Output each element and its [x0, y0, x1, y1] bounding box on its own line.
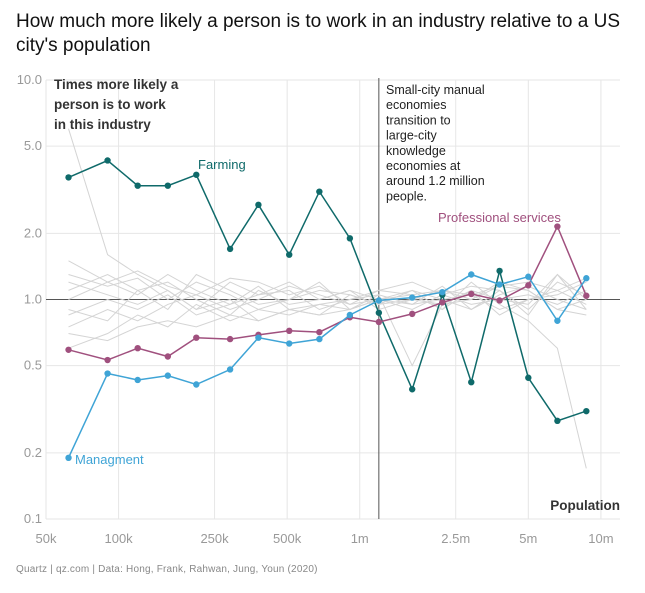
y-tick-label: 10.0 — [17, 72, 42, 87]
x-tick-label: 250k — [200, 531, 229, 546]
data-point-professional-services — [193, 334, 200, 341]
data-point-professional-services — [104, 356, 111, 364]
data-point-managment — [193, 381, 200, 388]
y-tick-label: 0.5 — [24, 358, 42, 373]
series-line-professional-services — [68, 224, 587, 361]
data-point-managment — [468, 271, 475, 278]
y-tick-label: 2.0 — [24, 225, 42, 240]
background-lines — [68, 128, 587, 469]
data-point-farming — [468, 378, 475, 386]
data-point-managment — [134, 376, 141, 384]
data-point-managment — [496, 281, 503, 288]
data-point-professional-services — [583, 292, 590, 299]
data-point-managment — [316, 335, 323, 343]
data-point-managment — [554, 317, 561, 324]
series-line-farming — [68, 159, 587, 422]
x-tick-label: 50k — [36, 531, 57, 546]
data-point-professional-services — [439, 299, 446, 306]
data-point-farming — [104, 157, 111, 164]
data-point-managment — [525, 273, 532, 280]
series-label-professional-services: Professional services — [438, 210, 561, 225]
data-point-managment — [65, 454, 72, 462]
data-point-farming — [525, 374, 532, 381]
data-point-professional-services — [316, 328, 323, 336]
x-tick-label: 1m — [351, 531, 369, 546]
y-tick-label: 1.0 — [24, 292, 42, 307]
data-point-farming — [164, 182, 172, 189]
data-point-farming — [346, 235, 354, 242]
data-point-farming — [554, 417, 561, 425]
data-point-farming — [583, 407, 590, 415]
series-line-other-industry-1 — [68, 128, 587, 469]
data-point-professional-services — [408, 310, 416, 318]
data-point-professional-services — [525, 282, 532, 289]
data-point-professional-services — [286, 327, 293, 335]
x-tick-label: 500k — [273, 531, 302, 546]
data-point-farming — [496, 267, 503, 275]
text-labels: Times more likely a person is to work in t… — [54, 77, 620, 513]
source-footer: Quartz | qz.com | Data: Hong, Frank, Rah… — [16, 564, 318, 575]
x-axis-title: Population — [550, 498, 620, 513]
x-tick-label: 2.5m — [441, 531, 470, 546]
data-point-managment — [255, 334, 262, 341]
data-point-managment — [346, 311, 354, 319]
data-point-farming — [193, 171, 200, 178]
x-tick-label: 5m — [519, 531, 537, 546]
series-line-other-industry-9 — [68, 281, 587, 316]
series-label-farming: Farming — [198, 157, 246, 172]
highlighted-lines — [65, 157, 590, 462]
data-point-farming — [134, 182, 141, 189]
chart-title: How much more likely a person is to work… — [16, 11, 621, 56]
data-point-professional-services — [226, 335, 234, 343]
data-point-managment — [583, 275, 590, 282]
series-label-managment: Managment — [75, 452, 144, 467]
y-tick-label: 5.0 — [24, 138, 42, 153]
series-line-managment — [67, 273, 587, 459]
data-point-professional-services — [65, 346, 72, 353]
data-point-professional-services — [496, 297, 503, 304]
data-point-managment — [286, 340, 293, 347]
series-line-other-industry-7 — [68, 273, 587, 367]
data-point-managment — [439, 288, 446, 296]
data-point-professional-services — [468, 290, 475, 298]
data-point-farming — [65, 174, 72, 181]
data-point-managment — [375, 297, 383, 304]
series-line-other-industry-2 — [68, 273, 587, 316]
data-point-farming — [375, 309, 383, 316]
data-point-professional-services — [164, 353, 172, 360]
x-tick-label: 10m — [588, 531, 613, 546]
data-point-farming — [316, 188, 323, 195]
y-axis-title: Times more likely a person is to work in t… — [54, 77, 179, 132]
x-tick-label: 100k — [104, 531, 133, 546]
data-point-managment — [408, 294, 416, 301]
y-tick-label: 0.1 — [24, 511, 42, 526]
data-point-professional-services — [134, 344, 141, 352]
transition-annotation: Small-city manual economies transition to l… — [386, 83, 485, 203]
data-point-farming — [408, 386, 416, 393]
data-point-managment — [104, 370, 111, 377]
data-point-farming — [286, 251, 293, 258]
data-point-managment — [164, 372, 172, 379]
y-tick-label: 0.2 — [24, 445, 42, 460]
data-point-professional-services — [375, 318, 383, 326]
series-line-other-industry-11 — [68, 277, 587, 342]
data-point-farming — [255, 201, 262, 209]
data-point-managment — [226, 366, 234, 373]
data-point-professional-services — [554, 223, 561, 230]
data-point-farming — [226, 245, 234, 253]
